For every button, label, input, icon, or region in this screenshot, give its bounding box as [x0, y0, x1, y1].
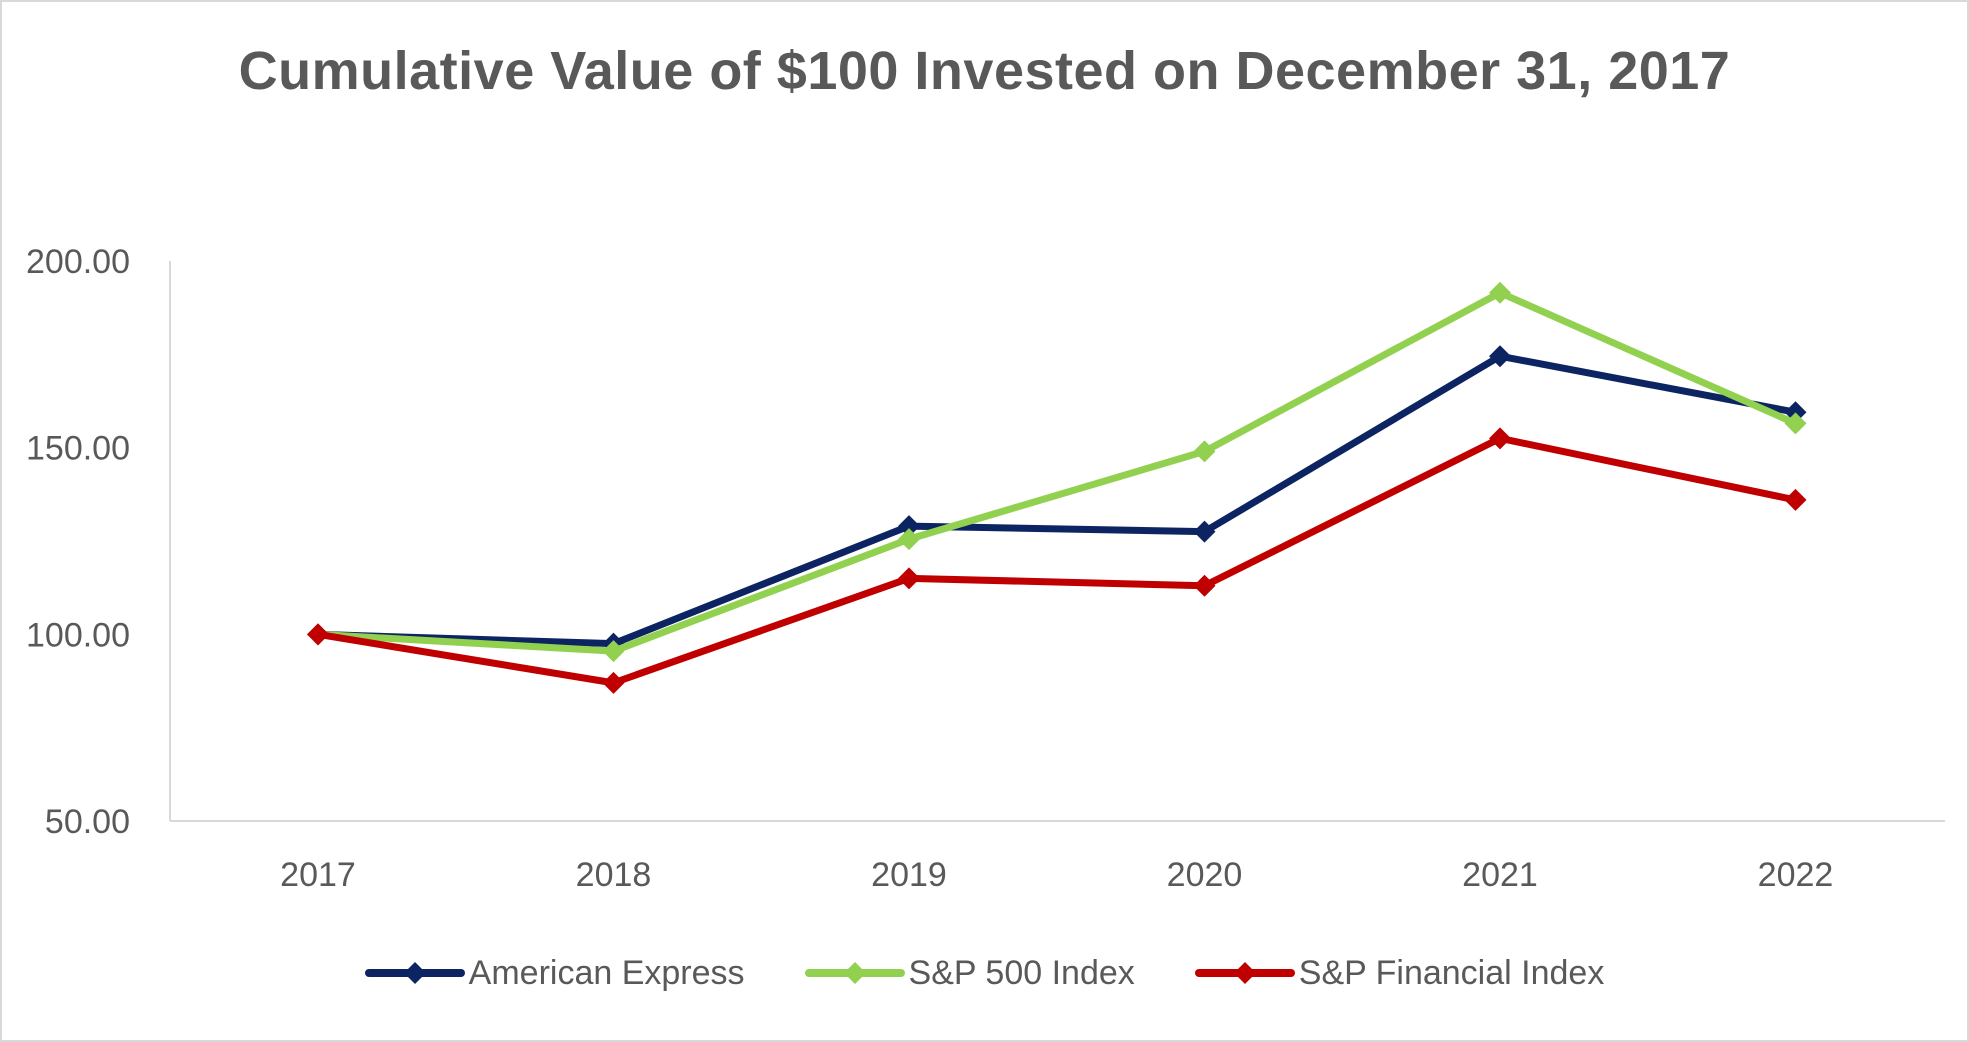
series-line: [314, 289, 1799, 655]
chart-title: Cumulative Value of $100 Invested on Dec…: [238, 41, 1731, 101]
legend-label: American Express: [468, 953, 745, 992]
data-point-marker: [898, 528, 920, 551]
data-point-marker: [1784, 488, 1807, 511]
axes: [169, 261, 1945, 822]
data-point-marker: [307, 623, 329, 646]
x-tick-label: 2022: [1758, 856, 1834, 894]
legend-item: S&P Financial Index: [1194, 953, 1605, 993]
legend-marker: [843, 962, 866, 984]
y-tick-label: 200.00: [26, 243, 130, 281]
series-s-p-500-index: [307, 281, 1807, 663]
series-group: [307, 281, 1807, 694]
x-tick-label: 2019: [871, 856, 947, 894]
series-american-express: [307, 345, 1807, 655]
data-point-marker: [1489, 281, 1511, 304]
data-point-marker: [1784, 412, 1807, 435]
x-tick-label: 2017: [280, 856, 356, 894]
data-point-marker: [602, 640, 625, 663]
y-axis-ticks: 50.00 100.00 150.00 200.00: [26, 243, 130, 841]
data-point-marker: [898, 567, 920, 590]
legend-item: American Express: [364, 953, 745, 993]
series-line: [314, 352, 1799, 648]
data-point-marker: [898, 515, 920, 538]
legend-marker: [403, 962, 426, 984]
legend-label: S&P 500 Index: [908, 953, 1135, 992]
y-tick-label: 100.00: [26, 616, 130, 654]
y-tick-label: 50.00: [45, 803, 130, 841]
legend-swatch: [804, 962, 905, 984]
x-tick-label: 2018: [576, 856, 652, 894]
series-s-p-financial-index: [307, 427, 1807, 694]
legend: American Express S&P 500 Index S&P Financi…: [0, 948, 1969, 998]
data-point-marker: [1193, 440, 1216, 463]
x-axis-ticks: 2017 2018 2019 2020 2021 2022: [280, 856, 1833, 894]
series-line: [314, 434, 1799, 687]
data-point-marker: [1489, 427, 1511, 450]
data-point-marker: [1489, 345, 1511, 368]
y-tick-label: 150.00: [26, 430, 130, 468]
data-point-marker: [1193, 574, 1216, 597]
data-point-marker: [1193, 520, 1216, 543]
x-tick-label: 2021: [1462, 856, 1538, 894]
legend-item: S&P 500 Index: [804, 953, 1135, 993]
legend-swatch: [1194, 962, 1295, 984]
legend-label: S&P Financial Index: [1298, 953, 1605, 992]
legend-marker: [1233, 962, 1256, 984]
x-tick-label: 2020: [1167, 856, 1243, 894]
legend-swatch: [364, 962, 465, 984]
data-point-marker: [602, 671, 625, 694]
